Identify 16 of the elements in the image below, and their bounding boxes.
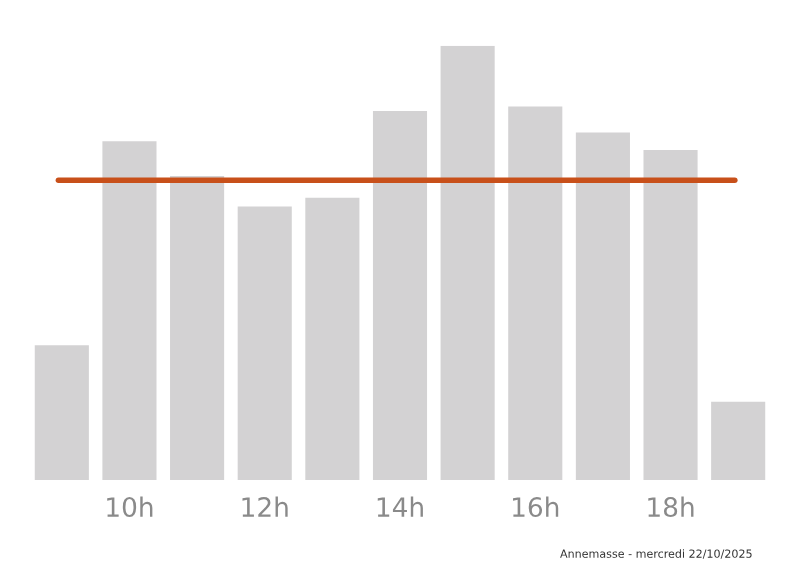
bar bbox=[643, 149, 698, 480]
x-tick-label: 10h bbox=[107, 496, 153, 517]
bar bbox=[170, 176, 225, 480]
bar bbox=[711, 401, 766, 480]
bar bbox=[508, 106, 563, 480]
bar bbox=[237, 206, 292, 480]
bar bbox=[372, 110, 428, 480]
bar bbox=[102, 141, 157, 480]
x-tick-label: 16h bbox=[513, 496, 559, 517]
bar bbox=[440, 45, 495, 480]
bar bbox=[34, 345, 89, 480]
x-tick-label: 14h bbox=[377, 496, 423, 517]
x-tick-label: 12h bbox=[242, 496, 288, 517]
bar bbox=[305, 197, 360, 480]
bar bbox=[575, 132, 630, 480]
x-tick-label: 18h bbox=[648, 496, 694, 517]
